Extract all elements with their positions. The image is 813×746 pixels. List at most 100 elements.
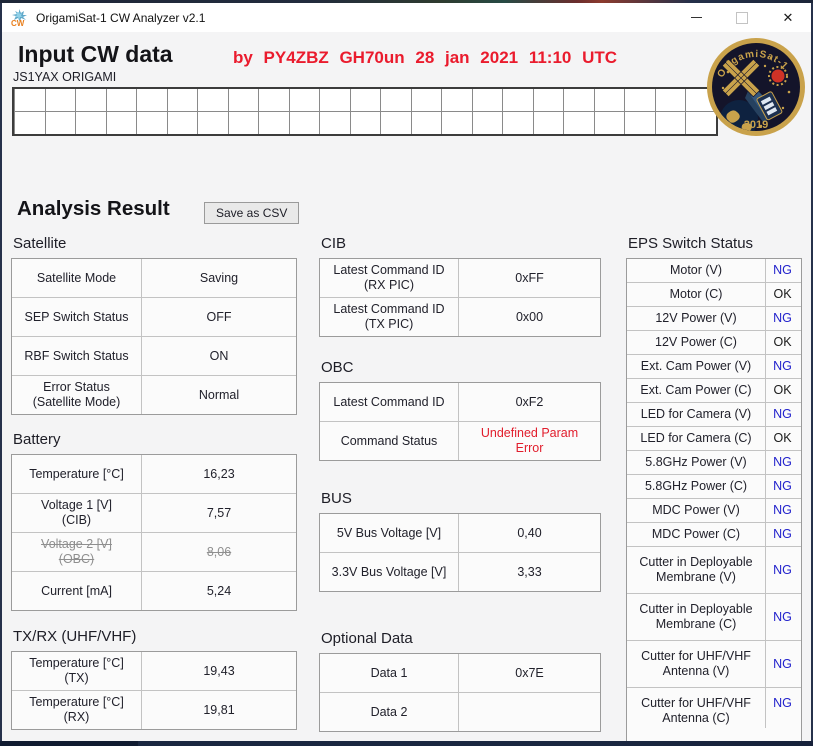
cw-index-cell: [502, 89, 533, 111]
cw-index-cell: [380, 89, 411, 111]
table-row: 5V Bus Voltage [V] 0,40: [320, 514, 600, 552]
row-value: 0x00: [515, 309, 544, 324]
cw-index-cell: [532, 89, 564, 111]
table-row: MDC Power (V) NG: [627, 498, 801, 522]
cw-value-cell: [532, 111, 563, 134]
txrx-table: Temperature [°C] (TX) 19,43 Temperature …: [11, 651, 297, 730]
cw-index-cell: [166, 89, 198, 111]
cw-index-cell: [105, 89, 137, 111]
cw-value-cell: [166, 111, 197, 134]
row-value: 0xF2: [515, 394, 544, 409]
row-value: 7,57: [206, 505, 232, 520]
table-row: 3.3V Bus Voltage [V] 3,33: [320, 552, 600, 591]
table-row: Cutter for UHF/VHF Antenna (V) NG: [627, 640, 801, 687]
cw-index-row: [14, 89, 716, 111]
cw-value-cell: [654, 111, 685, 134]
maximize-button[interactable]: [719, 3, 765, 32]
analysis-title: Analysis Result: [17, 197, 170, 220]
row-label: Motor (C): [627, 283, 766, 306]
cw-value-row: [14, 111, 716, 134]
table-row: RBF Switch Status ON: [12, 336, 296, 375]
save-as-csv-button[interactable]: Save as CSV: [204, 202, 300, 224]
row-label: LED for Camera (V): [627, 403, 766, 426]
minimize-button[interactable]: [673, 3, 719, 32]
row-value: Saving: [199, 270, 239, 285]
row-label: Satellite Mode: [12, 259, 142, 297]
close-button[interactable]: ✕: [765, 3, 811, 32]
table-row: MDC Power (C) NG: [627, 522, 801, 546]
battery-section-title: Battery: [13, 431, 61, 448]
cw-value-cell: [14, 111, 45, 134]
cw-index-cell: [227, 89, 259, 111]
row-label: Ext. Cam Power (C): [627, 379, 766, 402]
cw-value-cell: [227, 111, 258, 134]
minimize-icon: [690, 17, 702, 18]
table-row: Error Status (Satellite Mode) Normal: [12, 375, 296, 414]
cw-value-cell: [258, 111, 289, 134]
mission-badge: OrigamiSat-1 2019: [705, 36, 807, 138]
status-badge: OK: [773, 287, 792, 301]
cw-value-cell: [563, 111, 594, 134]
table-row: 12V Power (C) OK: [627, 330, 801, 354]
table-row: LED for Camera (V) NG: [627, 402, 801, 426]
row-label: Temperature [°C]: [12, 455, 142, 493]
status-badge: OK: [773, 431, 792, 445]
cw-index-cell: [593, 89, 625, 111]
table-row: 5.8GHz Power (V) NG: [627, 450, 801, 474]
row-label: MDC Power (C): [627, 523, 766, 546]
main-content: Input CW data by PY4ZBZ GH70un 28 jan 20…: [2, 32, 811, 746]
table-row: SEP Switch Status OFF: [12, 297, 296, 336]
table-row: Temperature [°C] (TX) 19,43: [12, 652, 296, 690]
table-row: Temperature [°C] (RX) 19,81: [12, 690, 296, 729]
status-badge: NG: [773, 359, 792, 373]
column-middle: CIB Latest Command ID (RX PIC) 0xFF Late…: [319, 235, 601, 732]
cw-value-cell: [105, 111, 136, 134]
cw-index-cell: [441, 89, 472, 111]
row-value: 8,06: [206, 544, 232, 559]
cw-value-cell: [441, 111, 472, 134]
cw-value-cell: [685, 111, 716, 134]
row-label: 5.8GHz Power (C): [627, 475, 766, 498]
cw-index-cell: [471, 89, 503, 111]
row-value: Normal: [198, 387, 240, 402]
table-row: 5.8GHz Power (C) NG: [627, 474, 801, 498]
row-label: Ext. Cam Power (V): [627, 355, 766, 378]
row-label: Cutter in Deployable Membrane (V): [627, 547, 766, 593]
row-label: Error Status (Satellite Mode): [12, 376, 142, 414]
cw-value-cell: [349, 111, 380, 134]
status-badge: NG: [773, 263, 792, 277]
row-label: Cutter for UHF/VHF Antenna (C): [627, 688, 766, 728]
row-label: Temperature [°C] (TX): [12, 652, 142, 690]
cw-value-cell: [593, 111, 624, 134]
table-row: Satellite Mode Saving: [12, 259, 296, 297]
row-label: Latest Command ID: [320, 383, 459, 421]
row-label: 5V Bus Voltage [V]: [320, 514, 459, 552]
row-value: 19,81: [203, 702, 235, 717]
column-left: Satellite Satellite Mode Saving SEP Swit…: [11, 235, 297, 730]
row-value: 0,40: [517, 525, 542, 540]
status-badge: NG: [773, 527, 792, 541]
status-badge: NG: [773, 479, 792, 493]
row-label: Latest Command ID (TX PIC): [320, 298, 459, 336]
cib-section-title: CIB: [321, 235, 347, 252]
cw-index-cell: [349, 89, 381, 111]
cw-input-table: [12, 87, 718, 136]
table-row: Latest Command ID 0xF2: [320, 383, 600, 421]
row-value: OFF: [206, 309, 232, 324]
cw-value-cell: [410, 111, 441, 134]
row-value: 0xFF: [515, 270, 544, 285]
row-label: Motor (V): [627, 259, 766, 282]
desktop-edge-bottom: [0, 741, 813, 746]
row-value: 16,23: [203, 466, 235, 481]
status-badge: NG: [773, 311, 792, 325]
row-value: 5,24: [206, 583, 232, 598]
row-value: 3,33: [517, 564, 542, 579]
table-row: Cutter for UHF/VHF Antenna (C) NG: [627, 687, 801, 746]
byline-text: by PY4ZBZ GH70un 28 jan 2021 11:10 UTC: [233, 48, 618, 67]
cw-index-cell: [258, 89, 289, 111]
table-row: Ext. Cam Power (V) NG: [627, 354, 801, 378]
row-label: MDC Power (V): [627, 499, 766, 522]
table-row: Latest Command ID (RX PIC) 0xFF: [320, 259, 600, 297]
cw-index-cell: [410, 89, 442, 111]
